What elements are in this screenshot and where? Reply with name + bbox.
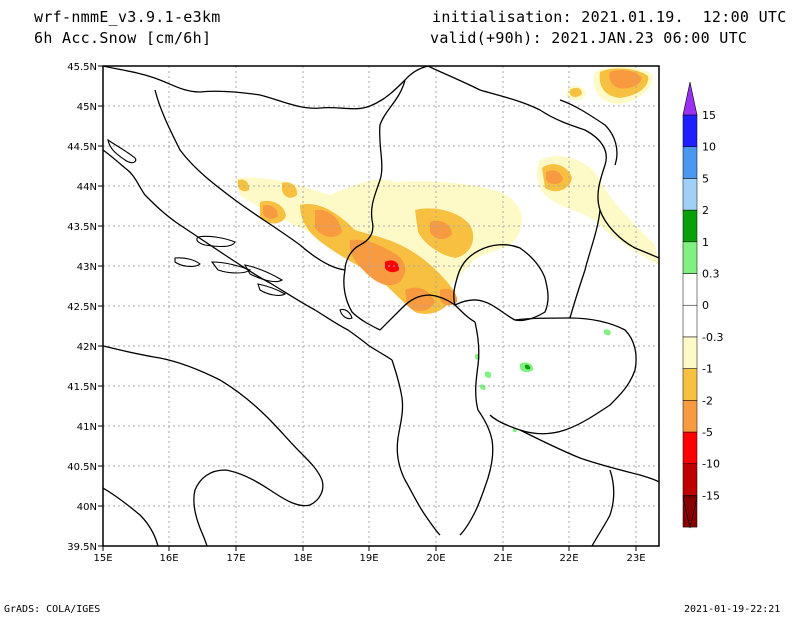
lat-label: 44.5N	[67, 142, 97, 153]
colorbar-swatch	[682, 241, 698, 274]
colorbar-label: -10	[702, 458, 720, 471]
lon-label: 23E	[626, 553, 645, 564]
lon-label: 19E	[359, 553, 378, 564]
colorbar-swatch	[682, 463, 698, 496]
colorbar-label: 10	[702, 141, 716, 154]
lon-label: 21E	[493, 553, 512, 564]
model-title: wrf-nmmE_v3.9.1-e3km	[34, 8, 221, 26]
colorbar-label: 1	[702, 236, 709, 249]
lat-label: 41.5N	[67, 382, 97, 393]
colorbar: 15 10 5 2 1 0.3 0 -0.3 -1 -2 -5 -10 -15	[682, 81, 723, 529]
colorbar-swatch	[682, 336, 698, 369]
lat-label: 40N	[77, 502, 97, 513]
lat-label: 43N	[77, 262, 97, 273]
colorbar-swatch	[682, 368, 698, 401]
colorbar-label: 0	[702, 299, 709, 312]
colorbar-swatch	[682, 304, 698, 338]
coast-borders	[103, 66, 659, 546]
valid-time: valid(+90h): 2021.JAN.23 06:00 UTC	[430, 29, 748, 47]
footer-timestamp: 2021-01-19-22:21	[684, 604, 781, 615]
axis-ticks	[98, 65, 637, 551]
map-frame	[102, 65, 660, 547]
lat-label: 40.5N	[67, 462, 97, 473]
colorbar-swatch	[682, 273, 698, 306]
islands	[107, 138, 353, 320]
lon-label: 15E	[93, 553, 112, 564]
lon-label: 22E	[559, 553, 578, 564]
snow-heavy-1	[349, 239, 406, 286]
lat-label: 44N	[77, 182, 97, 193]
lon-label: 20E	[426, 553, 445, 564]
colorbar-label: -15	[702, 489, 720, 502]
colorbar-swatch	[682, 114, 698, 147]
colorbar-swatch	[682, 146, 698, 179]
footer-software: GrADS: COLA/IGES	[4, 604, 101, 615]
colorbar-swatch	[682, 400, 698, 433]
lon-label: 16E	[159, 553, 178, 564]
map-grid	[103, 66, 659, 546]
lat-label: 45N	[77, 102, 97, 113]
field-title: 6h Acc.Snow [cm/6h]	[34, 29, 212, 47]
colorbar-label: 0.3	[702, 268, 720, 281]
colorbar-bottom-arrow	[682, 496, 698, 529]
lat-label: 42.5N	[67, 302, 97, 313]
init-time: initialisation: 2021.01.19. 12:00 UTC	[432, 8, 787, 26]
colorbar-label: -2	[702, 394, 713, 407]
colorbar-top-arrow	[682, 81, 698, 116]
colorbar-label: 2	[702, 204, 709, 217]
lat-label: 45.5N	[67, 62, 97, 73]
colorbar-label: -1	[702, 363, 713, 376]
lat-label: 41N	[77, 422, 97, 433]
colorbar-label: 5	[702, 172, 709, 185]
lat-label: 43.5N	[67, 222, 97, 233]
colorbar-label: -0.3	[702, 331, 723, 344]
colorbar-swatch	[682, 209, 698, 243]
colorbar-label: 15	[702, 109, 716, 122]
colorbar-label: -5	[702, 426, 713, 439]
lat-label: 42N	[77, 342, 97, 353]
snow-field	[235, 66, 659, 433]
lat-label: 39.5N	[67, 542, 97, 553]
colorbar-swatch	[682, 178, 698, 211]
lon-label: 18E	[293, 553, 312, 564]
colorbar-swatch	[682, 431, 698, 464]
lon-label: 17E	[226, 553, 245, 564]
